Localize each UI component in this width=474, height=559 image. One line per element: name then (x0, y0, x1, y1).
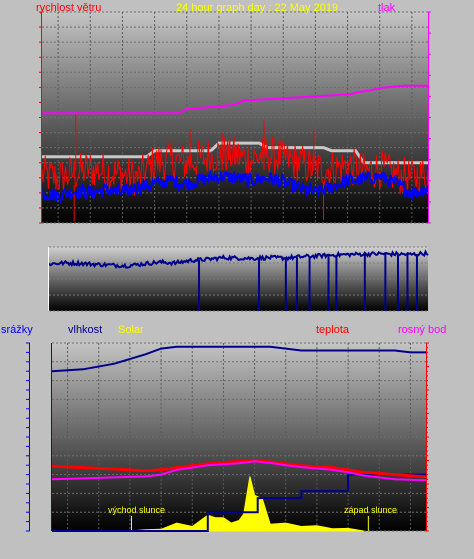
humidity-line (51, 345, 426, 373)
sunrise-annotation: východ slunce (108, 505, 165, 515)
temperature-humidity-plot-area (52, 343, 426, 531)
wind-average-line (42, 141, 428, 165)
wind-direction-grid (49, 246, 428, 312)
dewpoint-label: rosný bod (398, 324, 446, 336)
wind-speed-line (41, 169, 429, 205)
rain-cumulative-line (52, 473, 426, 532)
pressure-axis (428, 11, 431, 224)
temperature-axis (426, 342, 429, 532)
wind-speed-label: rychlost větru (36, 2, 101, 14)
temperature-humidity-grid (52, 342, 426, 532)
temperature-humidity-series (51, 345, 427, 532)
solar-label: Solar (118, 324, 144, 336)
humidity-axis (26, 342, 30, 532)
wind-direction-line (48, 249, 429, 269)
wind-direction-series (48, 249, 429, 311)
sunset-annotation: západ slunce (344, 505, 397, 515)
wind-pressure-grid (42, 11, 428, 224)
dewpoint-line (51, 460, 427, 482)
chart-title: 24 hour graph day : 22 May 2019 (176, 2, 338, 14)
pressure-label: tlak (378, 2, 396, 14)
temperature-label: teplota (316, 324, 350, 336)
pressure-line (42, 84, 428, 115)
wind-pressure-series (41, 84, 429, 222)
rain-label: srážky (1, 324, 33, 336)
solar-radiation-area (129, 476, 364, 532)
humidity-label: vlhkost (68, 324, 102, 336)
wind-speed-axis (39, 11, 42, 224)
wind-gust-line (41, 135, 429, 197)
